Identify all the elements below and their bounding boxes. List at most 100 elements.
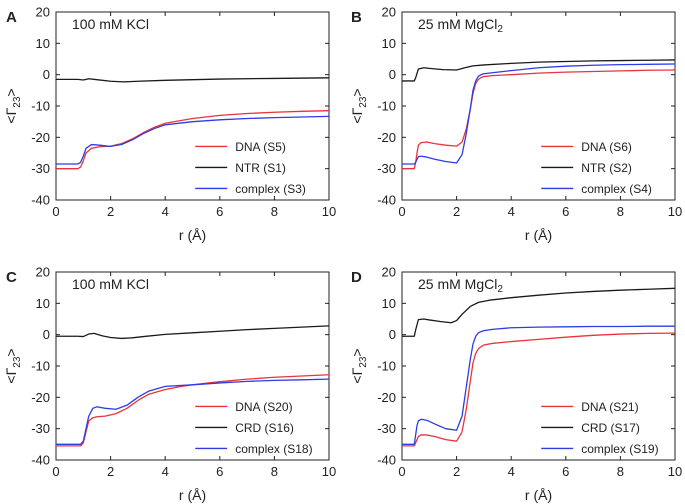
y-tick-label: -40	[31, 453, 50, 468]
series-line-1	[56, 325, 329, 340]
y-tick-label: -30	[31, 421, 50, 436]
y-tick-label: -40	[377, 193, 396, 208]
y-tick-label: 0	[389, 67, 396, 82]
legend-label: DNA (S20)	[235, 400, 292, 414]
y-tick-label: -10	[31, 359, 50, 374]
plot-frame	[401, 11, 676, 201]
x-tick-label: 6	[562, 204, 569, 219]
y-axis-label-end: >	[349, 348, 365, 356]
x-tick-label: 2	[107, 204, 114, 219]
y-tick-label: 20	[382, 5, 396, 20]
x-tick-label: 2	[453, 204, 460, 219]
panel-letter: A	[6, 9, 17, 26]
y-axis-label-main: <Γ	[3, 367, 19, 383]
x-axis-label: r (Å)	[525, 227, 552, 243]
x-tick-label: 10	[668, 464, 682, 479]
y-axis-label-end: >	[3, 348, 19, 356]
y-axis-label-main: <Γ	[3, 107, 19, 123]
panel-letter: B	[351, 9, 362, 26]
y-tick-label: 20	[36, 265, 50, 280]
series-line-0	[402, 69, 675, 170]
x-tick-label: 4	[508, 464, 515, 479]
y-tick-label: 0	[389, 327, 396, 342]
y-axis-label-subscript: 23	[12, 356, 23, 368]
y-axis-label-main: <Γ	[349, 367, 365, 383]
x-tick-label: 6	[216, 464, 223, 479]
legend-label: DNA (S6)	[581, 140, 632, 154]
y-axis-label-subscript: 23	[358, 96, 369, 108]
y-tick-label: -30	[31, 161, 50, 176]
series-line-2	[56, 115, 329, 165]
condition-label: 25 mM MgCl2	[418, 16, 503, 35]
x-tick-label: 4	[162, 464, 169, 479]
y-tick-label: 0	[43, 67, 50, 82]
panel-letter: D	[351, 269, 362, 286]
y-tick-label: -10	[377, 359, 396, 374]
x-tick-label: 0	[398, 464, 405, 479]
legend-label: complex (S3)	[235, 182, 306, 196]
x-tick-label: 8	[271, 464, 278, 479]
series-line-0	[56, 110, 329, 170]
y-tick-label: -20	[377, 390, 396, 405]
legend-label: DNA (S5)	[235, 140, 286, 154]
x-tick-label: 10	[322, 204, 336, 219]
x-tick-label: 6	[216, 204, 223, 219]
x-tick-label: 4	[508, 204, 515, 219]
y-axis-label: <Γ23>	[349, 88, 369, 123]
y-tick-label: -40	[377, 453, 396, 468]
x-axis-label: r (Å)	[179, 487, 206, 503]
legend-label: complex (S18)	[235, 442, 312, 456]
legend-label: DNA (S21)	[581, 400, 638, 414]
legend-label: NTR (S2)	[581, 161, 632, 175]
y-axis-label-end: >	[349, 88, 365, 96]
y-tick-label: 10	[36, 36, 50, 51]
y-tick-label: 0	[43, 327, 50, 342]
x-tick-label: 8	[271, 204, 278, 219]
y-axis-label-end: >	[3, 88, 19, 96]
y-tick-label: 10	[36, 296, 50, 311]
condition-subscript: 2	[497, 284, 503, 295]
series-line-2	[56, 378, 329, 445]
condition-label: 25 mM MgCl2	[418, 276, 503, 295]
y-tick-label: -20	[377, 130, 396, 145]
panel-c: C 100 mM KCl 0 2 4 6 8 10 20 10 0 -10 -20 -30 -40 r (Å)…	[3, 265, 336, 504]
x-tick-label: 8	[617, 464, 624, 479]
legend-label: CRD (S17)	[581, 421, 640, 435]
series-line-0	[56, 374, 329, 447]
x-axis-label: r (Å)	[179, 227, 206, 243]
y-tick-label: -10	[31, 99, 50, 114]
plot-frame	[55, 11, 330, 201]
condition-label: 100 mM KCl	[72, 276, 149, 292]
panel-letter: C	[6, 269, 17, 286]
x-axis-label: r (Å)	[525, 487, 552, 503]
y-tick-label: 10	[382, 296, 396, 311]
y-tick-label: -10	[377, 99, 396, 114]
y-axis-label: <Γ23>	[349, 348, 369, 383]
y-tick-label: 20	[382, 265, 396, 280]
y-tick-label: 10	[382, 36, 396, 51]
y-tick-label: -40	[31, 193, 50, 208]
x-tick-label: 0	[52, 464, 59, 479]
panel-a: A 100 mM KCl 0 2 4 6 8 10 20 10 0 -10 -20 -30 -40 r (Å)…	[3, 5, 336, 244]
series-line-1	[402, 59, 675, 82]
y-tick-label: -30	[377, 161, 396, 176]
y-axis-label-subscript: 23	[12, 96, 23, 108]
y-tick-label: 20	[36, 5, 50, 20]
y-tick-label: -20	[31, 130, 50, 145]
y-axis-label: <Γ23>	[3, 348, 23, 383]
x-tick-label: 2	[453, 464, 460, 479]
x-tick-label: 2	[107, 464, 114, 479]
series-line-1	[56, 77, 329, 83]
x-tick-label: 0	[398, 204, 405, 219]
condition-subscript: 2	[497, 24, 503, 35]
condition-main: 25 mM MgCl	[418, 16, 497, 32]
y-axis-label-subscript: 23	[358, 356, 369, 368]
series-line-2	[402, 63, 675, 165]
y-axis-label-main: <Γ	[349, 107, 365, 123]
x-tick-label: 8	[617, 204, 624, 219]
x-tick-label: 4	[162, 204, 169, 219]
legend-label: NTR (S1)	[235, 161, 286, 175]
x-tick-label: 0	[52, 204, 59, 219]
